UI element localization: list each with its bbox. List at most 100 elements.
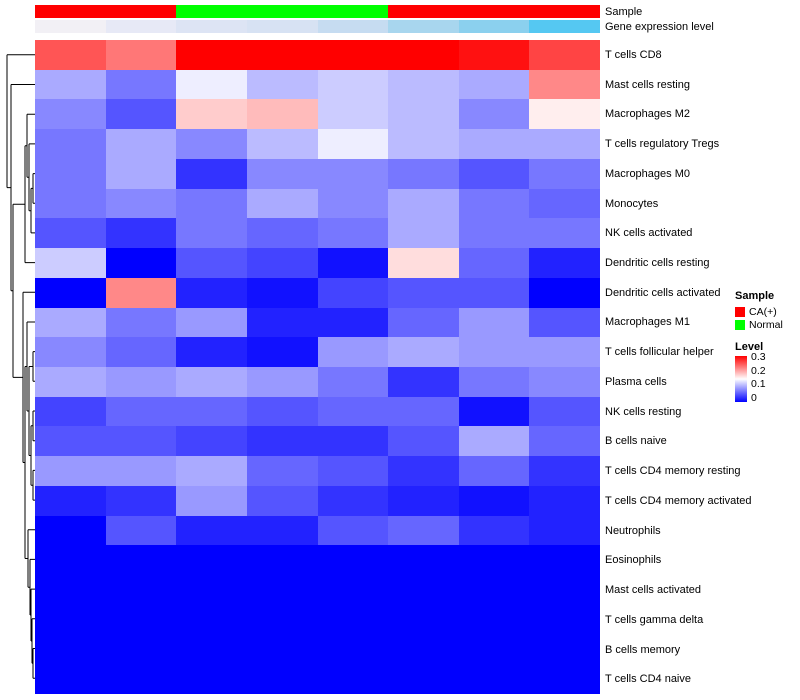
heatmap-cell: [529, 366, 600, 397]
heatmap-cell: [529, 69, 600, 100]
heatmap-cell: [317, 575, 389, 605]
annotation-expression-cell: [317, 20, 389, 33]
heatmap-cell: [246, 248, 318, 278]
heatmap-cell: [35, 485, 106, 516]
legend-level-tick: 0.1: [751, 378, 766, 391]
heatmap-cell: [388, 634, 459, 665]
heatmap-cell: [246, 188, 318, 219]
heatmap-cell: [529, 545, 600, 576]
row-label: Mast cells activated: [605, 584, 701, 597]
heatmap-cell: [388, 456, 459, 486]
heatmap-cell: [176, 366, 247, 397]
heatmap-cell: [246, 634, 318, 665]
heatmap-cell: [246, 158, 318, 189]
row-label: T cells regulatory Tregs: [605, 138, 720, 151]
heatmap-cell: [458, 277, 530, 308]
annotation-sample-cell: [317, 5, 389, 18]
legend-level-scale: 0.3 0.2 0.1 0: [735, 352, 799, 404]
heatmap-cell: [176, 664, 247, 694]
heatmap-cell: [458, 366, 530, 397]
heatmap-cell: [105, 307, 177, 338]
annotation-expression-cell: [246, 20, 318, 33]
heatmap-cell: [388, 69, 459, 100]
heatmap-cell: [529, 99, 600, 130]
heatmap-cell: [388, 664, 459, 694]
heatmap-cell: [458, 129, 530, 159]
heatmap-cell: [105, 248, 177, 278]
heatmap-cell: [317, 426, 389, 457]
heatmap-cell: [317, 515, 389, 546]
annotation-sample-label: Sample: [605, 5, 643, 18]
heatmap-cell: [529, 307, 600, 338]
row-labels: T cells CD8 Mast cells resting Macrophages…: [605, 40, 795, 694]
heatmap-cell: [458, 396, 530, 427]
heatmap-cell: [317, 337, 389, 367]
heatmap-cell: [176, 277, 247, 308]
row-label: Monocytes: [605, 197, 659, 210]
heatmap-cell: [176, 99, 247, 130]
heatmap-cell: [35, 218, 106, 249]
heatmap-cell: [176, 158, 247, 189]
legend-level-title: Level: [735, 341, 764, 353]
heatmap-cell: [317, 634, 389, 665]
legend-level: Level 0.3 0.2 0.1 0: [735, 341, 799, 404]
heatmap-cell: [529, 218, 600, 249]
heatmap-cell: [317, 307, 389, 338]
row-dendrogram-path: [6, 54, 35, 679]
heatmap-cell: [105, 485, 177, 516]
legend-item-label: Normal: [749, 318, 783, 331]
heatmap-cell: [529, 40, 600, 70]
heatmap-cell: [246, 129, 318, 159]
heatmap-cell: [35, 664, 106, 694]
annotation-sample-cell: [458, 5, 530, 18]
heatmap-cell: [317, 604, 389, 635]
row-label: NK cells resting: [605, 405, 682, 418]
heatmap-cell: [388, 575, 459, 605]
heatmap-cell: [388, 426, 459, 457]
heatmap-cell: [458, 248, 530, 278]
heatmap-cell: [317, 158, 389, 189]
heatmap-cell: [35, 366, 106, 397]
heatmap-cell: [388, 337, 459, 367]
heatmap-cell: [317, 99, 389, 130]
heatmap-cell: [388, 396, 459, 427]
heatmap-cell: [388, 307, 459, 338]
heatmap-cell: [105, 366, 177, 397]
heatmap-cell: [458, 545, 530, 576]
heatmap-cell: [105, 99, 177, 130]
heatmap-cell: [388, 40, 459, 70]
heatmap-cell: [388, 158, 459, 189]
heatmap-cell: [35, 426, 106, 457]
heatmap: [35, 40, 600, 694]
heatmap-cell: [529, 456, 600, 486]
legend-level-tick: 0: [751, 391, 757, 404]
heatmap-cell: [458, 218, 530, 249]
heatmap-cell: [105, 277, 177, 308]
heatmap-cell: [105, 129, 177, 159]
row-label: Dendritic cells resting: [605, 257, 710, 269]
heatmap-cell: [246, 515, 318, 546]
heatmap-cell: [388, 129, 459, 159]
heatmap-cell: [246, 99, 318, 130]
annotation-sample-cell: [246, 5, 318, 18]
heatmap-cell: [458, 307, 530, 338]
heatmap-cell: [529, 188, 600, 219]
heatmap-cell: [529, 575, 600, 605]
annotation-expression-cell: [105, 20, 177, 33]
heatmap-cell: [529, 426, 600, 457]
heatmap-cell: [246, 426, 318, 457]
heatmap-cell: [105, 575, 177, 605]
heatmap-cell: [529, 604, 600, 635]
row-label: Macrophages M0: [605, 167, 690, 180]
heatmap-cell: [458, 337, 530, 367]
heatmap-cell: [176, 307, 247, 338]
heatmap-cell: [529, 664, 600, 694]
heatmap-cell: [105, 545, 177, 576]
heatmap-cell: [35, 248, 106, 278]
heatmap-cell: [388, 188, 459, 219]
heatmap-cell: [35, 129, 106, 159]
heatmap-cell: [388, 277, 459, 308]
heatmap-cell: [246, 456, 318, 486]
heatmap-cell: [105, 396, 177, 427]
